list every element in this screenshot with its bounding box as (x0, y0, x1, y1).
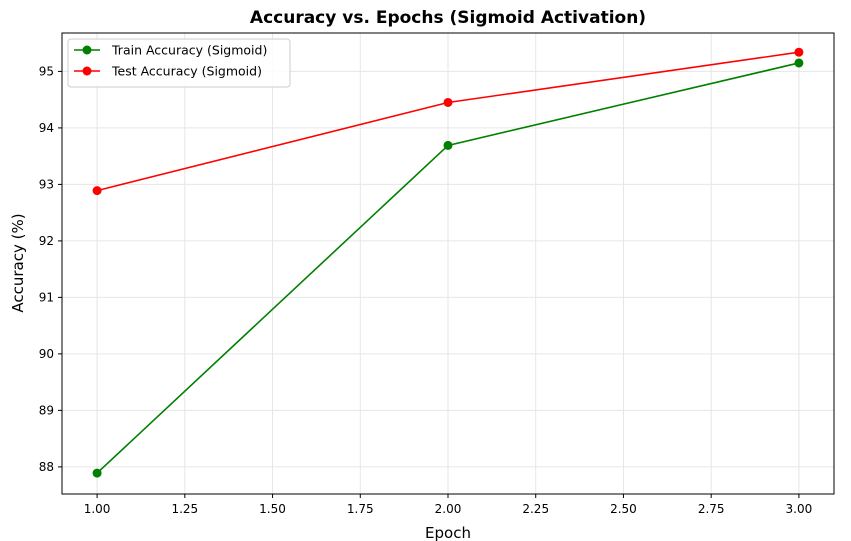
chart-title: Accuracy vs. Epochs (Sigmoid Activation) (250, 8, 646, 28)
legend: Train Accuracy (Sigmoid) Test Accuracy (S… (67, 38, 291, 88)
y-tick-label: 95 (39, 64, 54, 78)
x-tick-label: 3.00 (786, 502, 813, 516)
x-tick-label: 2.50 (610, 502, 637, 516)
y-tick-label: 91 (39, 290, 54, 304)
data-point (794, 58, 804, 68)
y-tick-label: 89 (39, 403, 54, 417)
grid (62, 33, 834, 494)
data-point (794, 47, 804, 57)
x-tick-label: 1.00 (84, 502, 111, 516)
y-tick-label: 93 (39, 177, 54, 191)
y-tick-label: 90 (39, 347, 54, 361)
data-point (92, 186, 102, 196)
y-tick-label: 88 (39, 460, 54, 474)
x-tick-label: 1.75 (347, 502, 374, 516)
series-layer (92, 47, 804, 478)
legend-label: Train Accuracy (Sigmoid) (111, 43, 267, 58)
y-tick-label: 94 (39, 121, 54, 135)
x-tick-label: 1.50 (259, 502, 286, 516)
x-tick-label: 2.00 (435, 502, 462, 516)
x-tick-label: 2.75 (698, 502, 725, 516)
data-point (443, 140, 453, 150)
data-point (92, 468, 102, 478)
data-point (443, 97, 453, 107)
x-axis-label: Epoch (425, 524, 471, 541)
x-tick-label: 2.25 (522, 502, 549, 516)
legend-box (67, 38, 291, 88)
x-axis: 1.00 1.25 1.50 1.75 2.00 2.25 2.50 2.75 3.00 (84, 494, 813, 516)
legend-marker (82, 66, 92, 76)
y-axis-label: Accuracy (%) (9, 213, 27, 312)
x-tick-label: 1.25 (171, 502, 198, 516)
legend-marker (82, 45, 92, 55)
legend-label: Test Accuracy (Sigmoid) (111, 64, 262, 79)
y-axis: 88 89 90 91 92 93 94 95 (39, 64, 62, 474)
y-tick-label: 92 (39, 234, 54, 248)
